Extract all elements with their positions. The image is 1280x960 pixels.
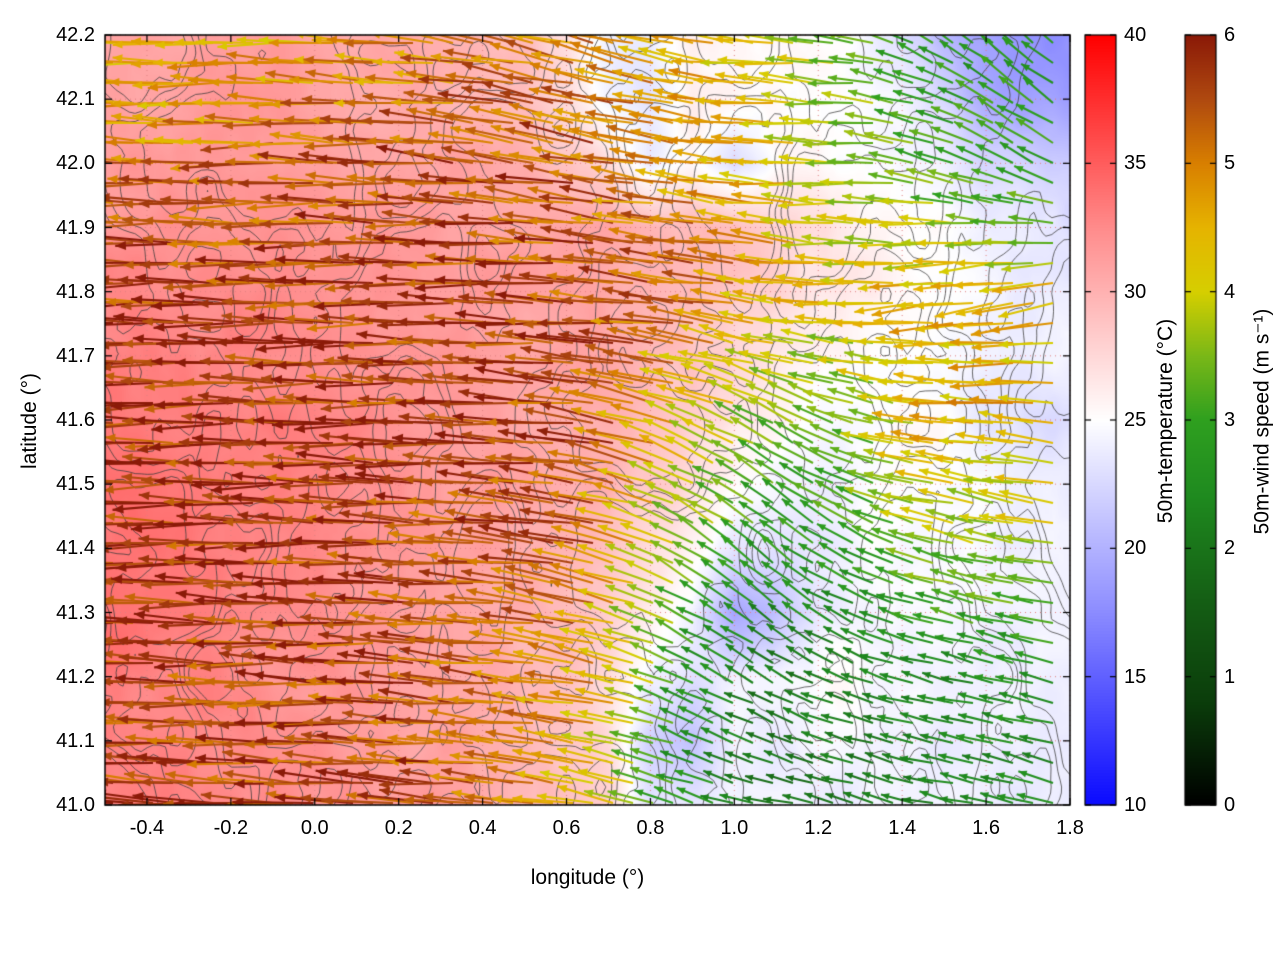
x-tick-label: -0.2 xyxy=(213,817,249,839)
temperature-colorbar-tick-label: 20 xyxy=(1124,537,1147,560)
x-tick-label: 0.0 xyxy=(300,817,329,839)
y-tick-label: 41.4 xyxy=(56,537,95,560)
temperature-colorbar-tick-label: 25 xyxy=(1124,409,1147,431)
y-tick-label: 41.3 xyxy=(56,601,95,624)
x-axis-title: longitude (°) xyxy=(530,866,645,889)
y-tick-label: 41.6 xyxy=(56,409,95,431)
y-tick-label: 41.0 xyxy=(56,794,95,816)
windspeed-colorbar-tick-label: 1 xyxy=(1224,665,1236,688)
x-tick-label: 1.0 xyxy=(720,817,749,839)
windspeed-colorbar-tick-label: 2 xyxy=(1224,537,1236,560)
x-tick-label: 0.8 xyxy=(636,817,665,839)
y-tick-label: 42.0 xyxy=(56,152,95,175)
y-tick-label: 41.1 xyxy=(56,729,95,752)
temperature-colorbar-tick-label: 35 xyxy=(1124,152,1147,175)
y-tick-label: 42.1 xyxy=(56,88,95,111)
y-tick-label: 41.9 xyxy=(56,216,95,239)
windspeed-colorbar-title: 50m-wind speed (m s⁻¹) xyxy=(1250,308,1274,535)
x-tick-label: 0.2 xyxy=(384,817,413,839)
y-axis-title: latitude (°) xyxy=(18,373,41,469)
x-tick-label: 1.4 xyxy=(888,817,917,839)
windspeed-colorbar-tick-label: 3 xyxy=(1224,409,1236,431)
windspeed-colorbar-tick-label: 6 xyxy=(1224,24,1236,46)
temperature-colorbar-title: 50m-temperature (°C) xyxy=(1154,318,1177,524)
y-tick-label: 41.2 xyxy=(56,665,95,688)
y-tick-label: 41.8 xyxy=(56,280,95,303)
x-tick-label: 0.6 xyxy=(552,817,581,839)
x-tick-label: 1.6 xyxy=(972,817,1000,839)
windspeed-colorbar-tick-label: 4 xyxy=(1224,280,1236,303)
x-tick-label: 1.2 xyxy=(804,817,833,839)
x-tick-label: 1.8 xyxy=(1056,817,1084,839)
temperature-colorbar-tick-label: 15 xyxy=(1124,665,1147,688)
temperature-colorbar-tick-label: 30 xyxy=(1124,280,1147,303)
windspeed-colorbar-tick-label: 0 xyxy=(1224,794,1236,816)
y-tick-label: 41.7 xyxy=(56,344,95,367)
y-tick-label: 42.2 xyxy=(56,24,95,46)
temperature-colorbar-tick-label: 40 xyxy=(1124,24,1147,46)
y-tick-label: 41.5 xyxy=(56,473,95,496)
x-tick-label: -0.4 xyxy=(129,817,165,839)
x-tick-label: 0.4 xyxy=(468,817,497,839)
windspeed-colorbar-tick-label: 5 xyxy=(1224,152,1236,175)
temperature-colorbar-tick-label: 10 xyxy=(1124,794,1147,816)
